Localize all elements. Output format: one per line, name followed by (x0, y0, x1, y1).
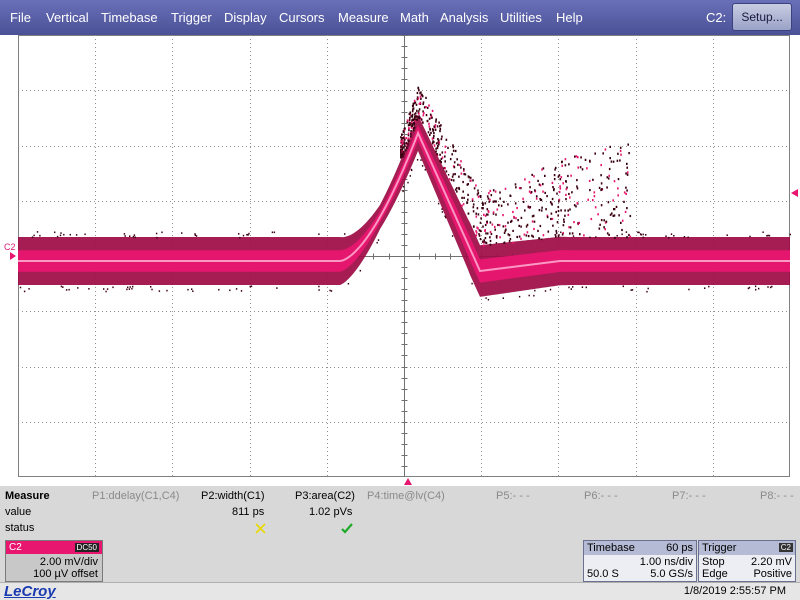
ok-status-check-icon (341, 523, 353, 534)
channel-descriptor-c2[interactable]: C2 DC50 2.00 mV/div 100 µV offset (5, 540, 103, 582)
menu-analysis[interactable]: Analysis (440, 10, 489, 25)
menu-display[interactable]: Display (224, 10, 267, 25)
ground-level-marker[interactable] (10, 252, 16, 260)
status-bar: LeCroy 1/8/2019 2:55:57 PM (0, 582, 800, 600)
menu-file[interactable]: File (10, 10, 31, 25)
waveform-display[interactable]: C2 (0, 35, 800, 486)
timebase-delay: 60 ps (666, 542, 693, 554)
channel-descriptor-header: C2 DC50 (6, 541, 102, 554)
menu-cursors[interactable]: Cursors (279, 10, 325, 25)
channel-ground-marker: C2 (4, 242, 16, 252)
measure-param-p4[interactable]: P4:time@lv(C4) (367, 490, 445, 502)
menu-vertical[interactable]: Vertical (46, 10, 89, 25)
trigger-title: Trigger (702, 542, 737, 554)
measure-param-p1[interactable]: P1:ddelay(C1,C4) (92, 490, 180, 502)
timebase-scale: 1.00 ns/div (639, 556, 693, 568)
active-channel-label: C2: (706, 10, 727, 25)
measure-row-status-label: status (5, 522, 35, 534)
timebase-descriptor[interactable]: Timebase 60 ps 1.00 ns/div 50.0 S 5.0 GS… (583, 540, 697, 582)
measure-param-p6[interactable]: P6:- - - (584, 490, 618, 502)
timebase-samples: 50.0 S (587, 568, 619, 580)
measure-param-p2[interactable]: P2:width(C1) (201, 490, 265, 502)
vertical-scale: 2.00 mV/div (39, 556, 98, 568)
measure-title: Measure (5, 490, 50, 502)
timebase-header: Timebase 60 ps (584, 541, 696, 555)
menu-trigger[interactable]: Trigger (171, 10, 212, 25)
measure-param-p3[interactable]: P3:area(C2) (295, 490, 355, 502)
timebase-title: Timebase (587, 542, 635, 554)
c2-waveform-trace (18, 86, 791, 301)
menu-math[interactable]: Math (400, 10, 429, 25)
measure-p3-value: 1.02 pVs (309, 506, 353, 518)
measure-param-p8[interactable]: P8:- - - (760, 490, 794, 502)
menu-help[interactable]: Help (556, 10, 583, 25)
trigger-level-marker[interactable] (791, 189, 798, 197)
trigger-header: Trigger C2 (699, 541, 795, 555)
channel-name: C2 (9, 542, 22, 553)
coupling-badge: DC50 (74, 543, 99, 552)
trigger-channel-badge: C2 (778, 543, 793, 552)
menu-timebase[interactable]: Timebase (101, 10, 158, 25)
menu-measure[interactable]: Measure (338, 10, 389, 25)
descriptor-bar: C2 DC50 2.00 mV/div 100 µV offset Timeba… (0, 538, 800, 582)
brand-logo: LeCroy (4, 583, 56, 600)
trigger-position-marker[interactable] (404, 478, 412, 485)
measure-p2-value: 811 ps (232, 506, 265, 518)
measure-param-p5[interactable]: P5:- - - (496, 490, 530, 502)
measure-row-value-label: value (5, 506, 32, 518)
trigger-descriptor[interactable]: Trigger C2 Stop 2.20 mV Edge Positive (698, 540, 796, 582)
setup-button[interactable]: Setup... (732, 3, 792, 31)
trigger-level: 2.20 mV (751, 556, 792, 568)
warning-status-icon (255, 523, 266, 534)
measure-panel: Measure value status P1:ddelay(C1,C4) P2… (0, 486, 800, 538)
menu-bar: File Vertical Timebase Trigger Display C… (0, 0, 800, 35)
menu-utilities[interactable]: Utilities (500, 10, 542, 25)
measure-param-p7[interactable]: P7:- - - (672, 490, 706, 502)
trigger-mode: Stop (702, 556, 725, 568)
sample-rate: 5.0 GS/s (650, 568, 693, 580)
trigger-slope: Positive (753, 568, 792, 580)
vertical-offset: 100 µV offset (33, 568, 98, 580)
date-time: 1/8/2019 2:55:57 PM (683, 585, 786, 597)
trigger-type: Edge (702, 568, 728, 580)
